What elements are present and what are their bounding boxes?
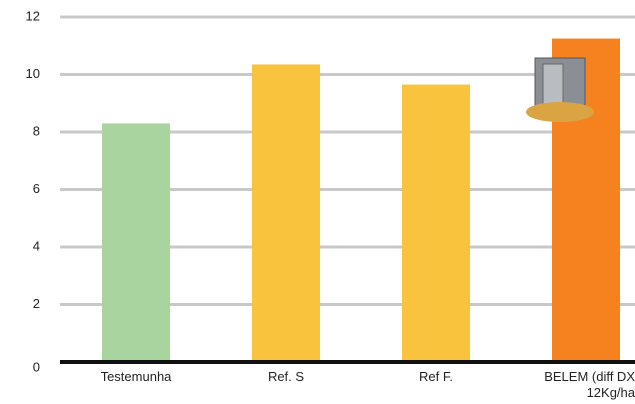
y-tick-label: 2 [33,296,40,311]
y-tick-label: 4 [33,238,40,253]
bar [402,84,470,360]
vault-door [542,63,564,105]
bar [102,123,170,360]
x-tick-label: Testemunha [100,369,172,384]
y-tick-label: 10 [26,66,40,81]
x-tick-label: Ref. S [267,369,305,384]
y-tick-label: 6 [33,181,40,196]
x-tick-label: Ref F. [419,369,453,384]
bar [252,64,320,360]
vault-icon [526,57,594,122]
y-tick-label: 0 [33,359,40,374]
x-tick-label: BELEM (diff DX 12Kg/ha [544,369,635,400]
y-tick-label: 8 [33,123,40,138]
y-tick-label: 12 [26,8,40,23]
gold-pile [526,102,594,122]
